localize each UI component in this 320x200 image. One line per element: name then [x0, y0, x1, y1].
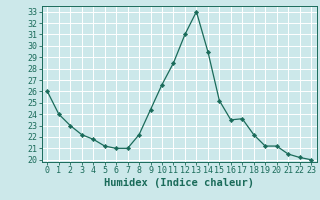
X-axis label: Humidex (Indice chaleur): Humidex (Indice chaleur) [104, 178, 254, 188]
